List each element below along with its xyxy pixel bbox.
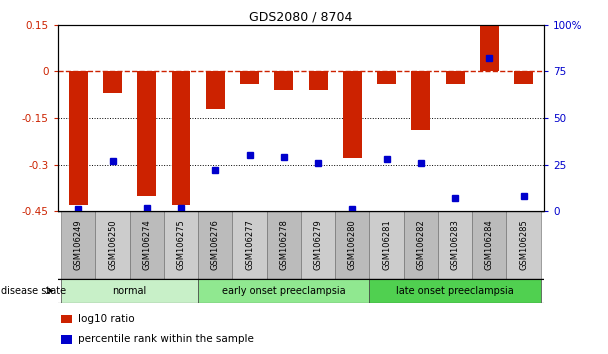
Bar — [61, 315, 72, 323]
Bar — [438, 211, 472, 279]
Text: disease state: disease state — [1, 286, 66, 296]
Bar — [267, 211, 301, 279]
Text: GSM106283: GSM106283 — [451, 219, 460, 270]
Text: log10 ratio: log10 ratio — [78, 314, 135, 324]
Text: GSM106282: GSM106282 — [416, 219, 426, 270]
Text: GSM106277: GSM106277 — [245, 219, 254, 270]
Text: normal: normal — [112, 286, 147, 296]
Text: late onset preeclampsia: late onset preeclampsia — [396, 286, 514, 296]
Text: GSM106278: GSM106278 — [279, 219, 288, 270]
Text: GSM106275: GSM106275 — [176, 219, 185, 270]
Bar — [61, 211, 95, 279]
Bar — [206, 72, 225, 109]
Bar — [404, 211, 438, 279]
Bar — [377, 72, 396, 84]
Bar — [335, 211, 370, 279]
Bar — [240, 72, 259, 84]
Text: GSM106281: GSM106281 — [382, 219, 391, 270]
Bar — [171, 72, 190, 205]
Text: GSM106249: GSM106249 — [74, 219, 83, 270]
Bar — [370, 211, 404, 279]
Bar — [301, 211, 335, 279]
Bar — [343, 72, 362, 159]
Bar — [61, 335, 72, 343]
Bar — [506, 211, 541, 279]
Bar — [370, 279, 541, 303]
Bar — [446, 72, 465, 84]
Bar — [274, 72, 293, 90]
Bar — [69, 72, 88, 205]
Bar — [164, 211, 198, 279]
Bar — [412, 72, 430, 131]
Bar — [61, 279, 198, 303]
Text: GSM106279: GSM106279 — [314, 219, 323, 270]
Text: GSM106250: GSM106250 — [108, 219, 117, 270]
Title: GDS2080 / 8704: GDS2080 / 8704 — [249, 11, 353, 24]
Bar — [198, 211, 232, 279]
Bar — [137, 72, 156, 196]
Text: percentile rank within the sample: percentile rank within the sample — [78, 335, 254, 344]
Text: GSM106276: GSM106276 — [211, 219, 220, 270]
Bar — [95, 211, 130, 279]
Text: early onset preeclampsia: early onset preeclampsia — [222, 286, 345, 296]
Bar — [514, 72, 533, 84]
Bar — [103, 72, 122, 93]
Bar — [130, 211, 164, 279]
Text: GSM106284: GSM106284 — [485, 219, 494, 270]
Bar — [232, 211, 267, 279]
Text: GSM106285: GSM106285 — [519, 219, 528, 270]
Text: GSM106280: GSM106280 — [348, 219, 357, 270]
Bar — [480, 25, 499, 72]
Bar — [472, 211, 506, 279]
Bar — [309, 72, 328, 90]
Bar — [198, 279, 370, 303]
Text: GSM106274: GSM106274 — [142, 219, 151, 270]
